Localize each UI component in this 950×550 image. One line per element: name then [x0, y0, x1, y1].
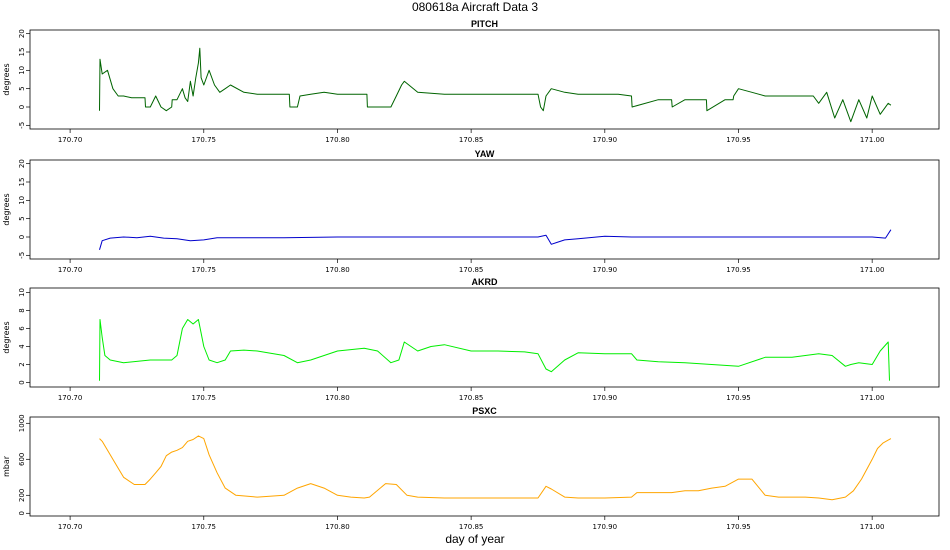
panel-title: PITCH — [471, 19, 498, 29]
panel-pitch: PITCH degrees -5 0 5 10 15 20 170.70 170.75 170.80… — [2, 19, 940, 144]
x-axis-label: day of year — [445, 532, 504, 546]
x-tick-label: 170.80 — [325, 266, 350, 274]
x-tick-label: 170.75 — [192, 523, 217, 531]
panel-akrd: AKRD degrees 0 2 4 6 8 10 170.70 170.75 170.80 170.… — [2, 277, 940, 402]
y-tick-label: 1000 — [18, 414, 26, 432]
plot-frame — [29, 287, 940, 388]
x-tick-label: 170.85 — [459, 523, 484, 531]
y-tick-label: 20 — [18, 29, 26, 38]
series-line-psxc — [99, 435, 892, 501]
series-line-pitch — [99, 47, 892, 123]
x-tick-label: 170.75 — [192, 136, 217, 144]
panel-title: YAW — [475, 149, 495, 159]
x-tick-label: 170.85 — [459, 394, 484, 402]
y-tick-label: 15 — [18, 178, 26, 187]
y-tick-label: 8 — [18, 308, 26, 312]
y-tick-label: 0 — [18, 511, 26, 515]
y-tick-label: 10 — [18, 66, 26, 75]
x-tick-label: 170.70 — [58, 394, 83, 402]
x-tick-label: 170.95 — [726, 394, 751, 402]
x-tick-label: 170.75 — [192, 266, 217, 274]
panel-psxc: PSXC mbar 0 200 600 1000 170.70 170.75 170.80 170… — [2, 406, 940, 531]
plot-frame — [29, 416, 940, 517]
x-tick-label: 170.85 — [459, 266, 484, 274]
y-tick-label: 0 — [18, 105, 26, 109]
y-tick-label: 5 — [18, 216, 26, 220]
y-tick-label: 2 — [18, 362, 26, 366]
x-tick-label: 171.00 — [860, 523, 885, 531]
x-tick-label: 170.80 — [325, 394, 350, 402]
y-tick-label: 4 — [18, 344, 26, 349]
y-axis-label: degrees — [2, 193, 11, 225]
y-axis-label: degrees — [2, 63, 11, 95]
y-tick-label: 600 — [18, 453, 26, 466]
y-axis-label: degrees — [2, 321, 11, 353]
x-tick-label: 170.95 — [726, 136, 751, 144]
x-tick-label: 170.95 — [726, 266, 751, 274]
x-tick-label: 170.85 — [459, 136, 484, 144]
x-tick-label: 170.90 — [593, 523, 618, 531]
x-tick-label: 171.00 — [860, 394, 885, 402]
y-tick-label: 10 — [18, 196, 26, 205]
series-line-akrd — [99, 319, 890, 381]
y-tick-label: 0 — [18, 380, 26, 384]
x-tick-label: 170.70 — [58, 136, 83, 144]
x-tick-label: 170.70 — [58, 523, 83, 531]
panel-title: AKRD — [472, 277, 498, 287]
y-tick-label: -5 — [18, 122, 26, 129]
y-tick-label: 0 — [18, 235, 26, 239]
x-tick-label: 170.80 — [325, 523, 350, 531]
x-tick-label: 170.90 — [593, 394, 618, 402]
plot-frame — [29, 159, 940, 260]
x-tick-label: 170.90 — [593, 136, 618, 144]
x-tick-label: 171.00 — [860, 266, 885, 274]
x-tick-label: 171.00 — [860, 136, 885, 144]
panel-yaw: YAW degrees -5 0 5 10 15 20 170.70 170.75 170.80 17… — [2, 149, 940, 274]
panel-title: PSXC — [472, 406, 497, 416]
y-tick-label: 15 — [18, 48, 26, 57]
series-line-yaw — [99, 229, 892, 250]
plot-frame — [29, 29, 940, 130]
y-tick-label: 5 — [18, 86, 26, 90]
x-tick-label: 170.90 — [593, 266, 618, 274]
figure-title: 080618a Aircraft Data 3 — [412, 0, 538, 14]
y-tick-label: -5 — [18, 252, 26, 259]
y-tick-label: 200 — [18, 489, 26, 502]
x-tick-label: 170.70 — [58, 266, 83, 274]
y-tick-label: 20 — [18, 159, 26, 168]
x-tick-label: 170.75 — [192, 394, 217, 402]
y-tick-label: 6 — [18, 326, 26, 331]
x-tick-label: 170.80 — [325, 136, 350, 144]
y-axis-label: mbar — [2, 455, 11, 477]
y-tick-label: 10 — [18, 288, 26, 297]
x-tick-label: 170.95 — [726, 523, 751, 531]
